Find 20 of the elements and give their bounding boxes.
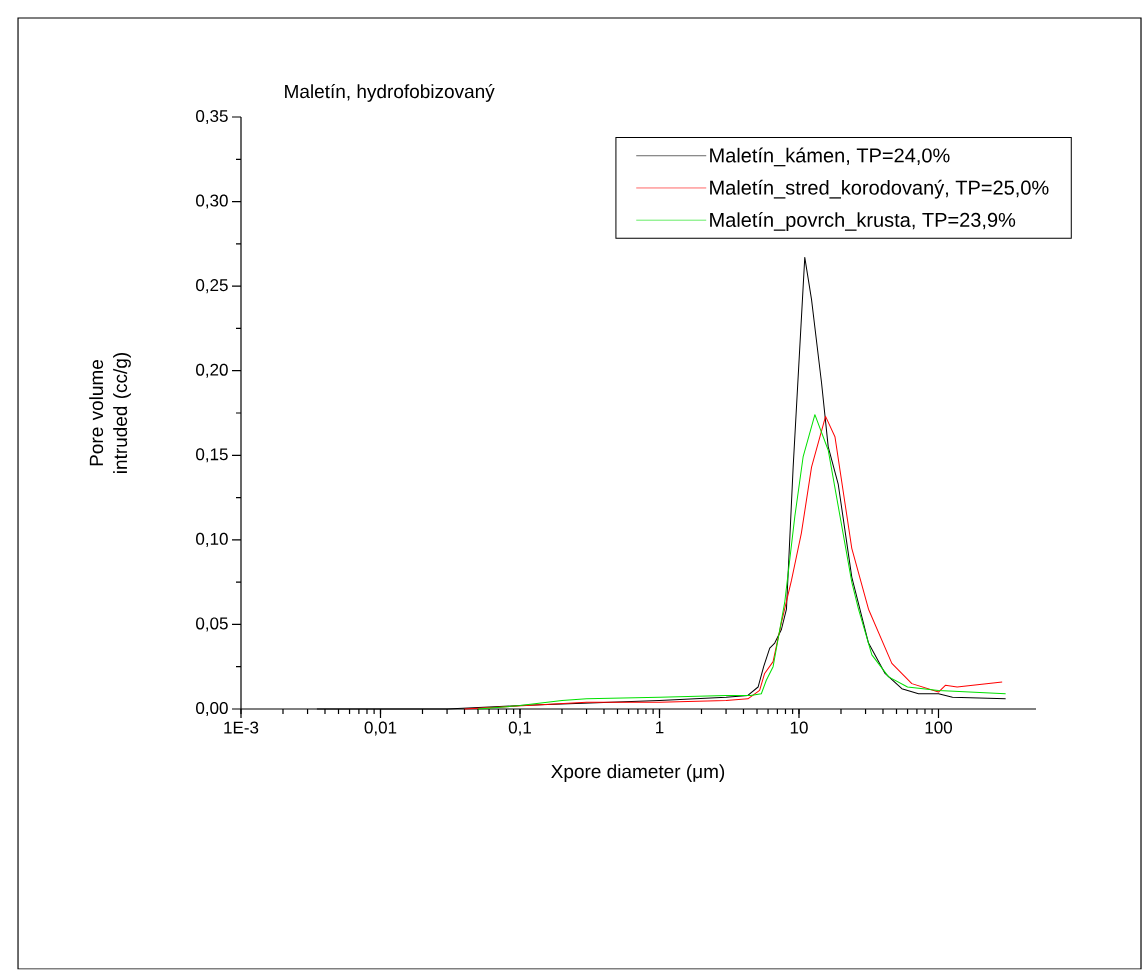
y-tick-label: 0,00	[196, 701, 228, 717]
x-tick-label: 1	[656, 721, 664, 734]
legend-label: Maletín_stred_korodovaný, TP=25,0%	[710, 179, 1049, 199]
y-tick-label: 0,25	[196, 279, 228, 294]
x-tick-label: 0,1	[508, 721, 531, 736]
y-tick-label: 0,20	[196, 363, 228, 378]
y-tick-label: 0,10	[196, 532, 228, 547]
x-tick-label: 0,01	[364, 721, 397, 736]
x-tick-label: 10	[790, 721, 808, 734]
x-axis-title: Xpore diameter (μm)	[551, 764, 725, 782]
y-axis-title: Pore volume intruded (cc/g)	[89, 352, 131, 473]
y-tick-label: 0,35	[196, 109, 228, 125]
x-tick-label: 100	[925, 721, 953, 734]
y-tick-label: 0,05	[196, 617, 228, 632]
y-tick-label: 0,15	[196, 448, 228, 463]
y-tick-label: 0,30	[196, 194, 228, 209]
legend-label: Maletín_povrch_krusta, TP=23,9%	[710, 212, 1016, 231]
x-tick-label: 1E-3	[224, 721, 259, 734]
chart-title: Maletín, hydrofobizovaný	[285, 84, 495, 102]
legend-label: Maletín_kámen, TP=24,0%	[710, 147, 950, 167]
